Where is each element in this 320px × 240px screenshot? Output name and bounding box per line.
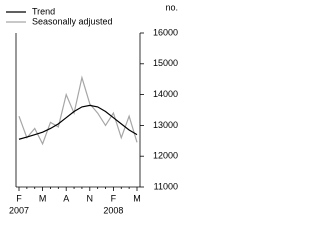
y-tick-label: 16000 [153, 27, 178, 37]
x-tick-label: N [87, 193, 94, 203]
x-tick-label: F [16, 193, 22, 203]
x-tick-label: M [133, 193, 141, 203]
line-series [18, 104, 138, 140]
x-tick-label: A [63, 193, 69, 203]
y-tick-label: 15000 [153, 58, 178, 68]
chart: no. 11000 12000 13000 14000 15000 16000 F 2007 M… [6, 2, 178, 215]
x-year-label: 2008 [103, 205, 123, 215]
y-unit: no. [165, 2, 178, 12]
x-tick-label: F [111, 193, 117, 203]
line-series [18, 75, 138, 146]
y-tick-label: 11000 [154, 181, 178, 191]
legend-label: Seasonally adjusted [32, 16, 113, 26]
y-tick-label: 13000 [153, 120, 178, 130]
x-year-label: 2007 [9, 205, 29, 215]
x-tick-label: M [39, 193, 47, 203]
y-tick-label: 14000 [153, 89, 178, 99]
y-tick-label: 12000 [153, 151, 178, 161]
legend-label: Trend [32, 6, 55, 16]
